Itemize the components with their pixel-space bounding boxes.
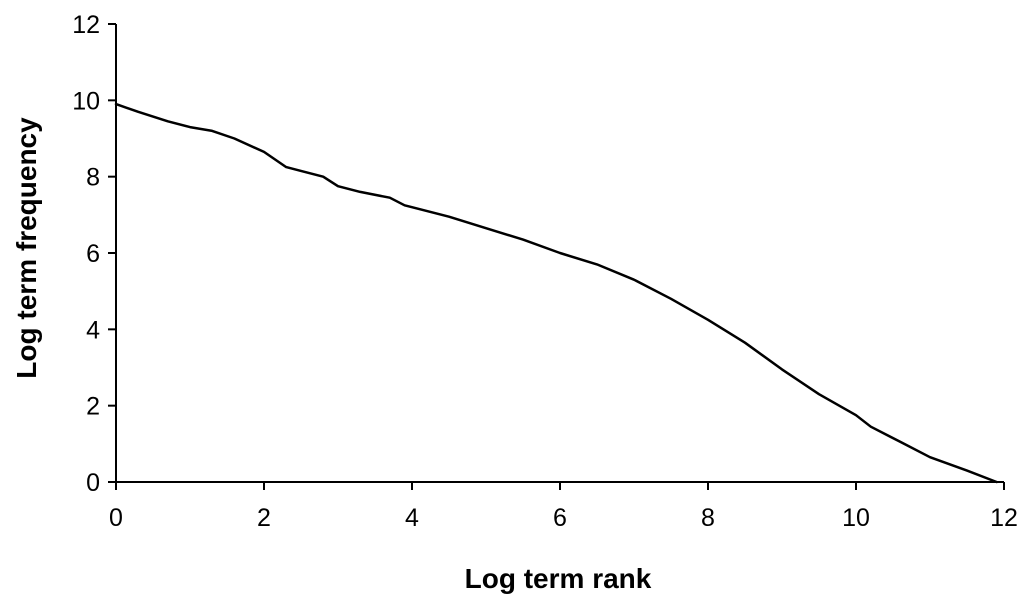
y-tick-label: 0: [86, 469, 100, 497]
y-axis-ticks: 0 2 4 6 8 10 12: [72, 11, 116, 497]
y-tick-label: 6: [86, 240, 100, 268]
x-tick-label: 8: [701, 504, 715, 532]
y-tick-label: 10: [72, 87, 100, 115]
x-tick-label: 0: [109, 504, 123, 532]
y-tick-label: 2: [86, 393, 100, 421]
x-axis-ticks: 0 2 4 6 8 10 12: [109, 482, 1018, 532]
x-tick-label: 6: [553, 504, 567, 532]
x-tick-label: 10: [842, 504, 870, 532]
x-tick-label: 12: [990, 504, 1018, 532]
y-tick-label: 4: [86, 316, 100, 344]
y-tick-label: 12: [72, 11, 100, 39]
x-axis-title: Log term rank: [465, 563, 652, 594]
y-tick-label: 8: [86, 164, 100, 192]
x-tick-label: 4: [405, 504, 419, 532]
x-tick-label: 2: [257, 504, 271, 532]
y-axis-title: Log term frequency: [11, 117, 42, 379]
series-line: [114, 102, 998, 484]
